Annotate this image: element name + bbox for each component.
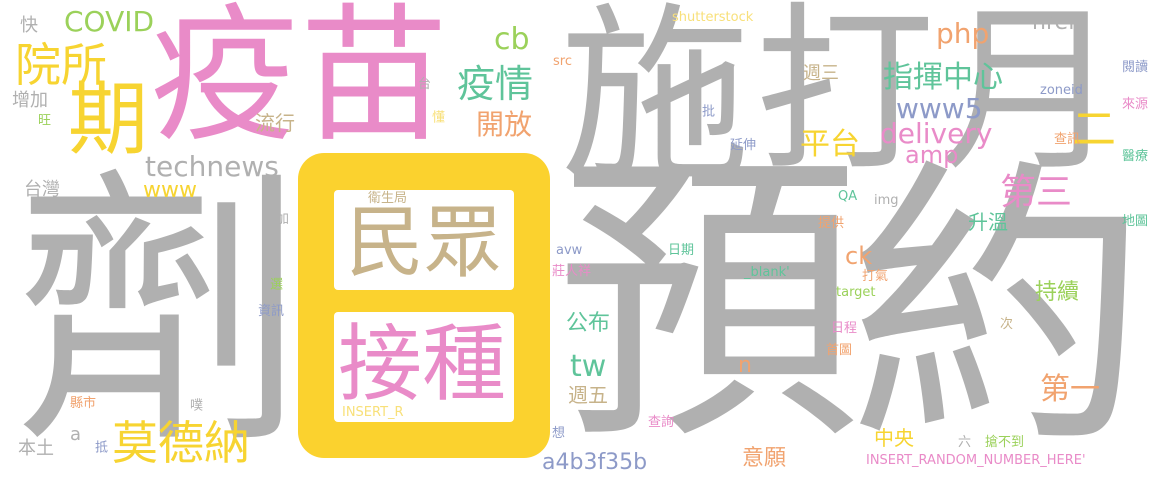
word-qa: QA xyxy=(838,189,858,204)
word-href: href xyxy=(1032,10,1076,35)
word-pi: 批 xyxy=(699,104,714,117)
word-di-arrive: 抵 xyxy=(92,440,107,453)
word-tigong: 提供 xyxy=(818,216,845,231)
word-yue: 約 xyxy=(848,135,1148,484)
word-richeng: 日程 xyxy=(831,321,858,336)
word-tai: 台 xyxy=(418,77,432,92)
word-xuan: 選 xyxy=(267,277,282,290)
word-www5: www5 xyxy=(896,92,983,125)
word-yi: 疫 xyxy=(150,0,298,162)
word-shi: 施 xyxy=(560,0,751,207)
word-yiqing: 疫情 xyxy=(457,62,534,106)
word-ri-frame-upper xyxy=(334,190,514,290)
word-pingtai: 平台 xyxy=(800,127,860,162)
word-avw: avw xyxy=(556,243,583,258)
word-target: target xyxy=(836,285,876,300)
word-jiezhong: 接種 xyxy=(338,315,507,413)
word-pu: 噗 xyxy=(187,398,202,411)
word-ci: 次 xyxy=(1000,317,1014,332)
word-tw: tw xyxy=(570,349,607,384)
word-chixu: 持續 xyxy=(1035,280,1080,305)
word-kaifang: 開放 xyxy=(476,108,533,141)
word-zhouwu: 週五 xyxy=(568,383,608,407)
word-shutterstock: shutterstock xyxy=(672,10,754,25)
word-dong: 懂 xyxy=(429,110,444,123)
word-n: n xyxy=(738,353,752,378)
word-ditu: 地圖 xyxy=(1122,214,1149,229)
word-php: php xyxy=(936,17,990,50)
word-daqi: 打氣 xyxy=(862,269,889,284)
word-zoneid: zoneid xyxy=(1040,83,1083,98)
word-yuansuo: 院所 xyxy=(15,38,107,92)
word-weishengju: 衛生局 xyxy=(368,191,408,206)
word-laiyuan: 來源 xyxy=(1122,97,1149,112)
word-zhuangrenxiang: 莊人祥 xyxy=(552,264,592,279)
word-ck: ck xyxy=(845,242,873,270)
word-ji: 劑 xyxy=(14,146,304,483)
word-liuxing: 流行 xyxy=(255,111,295,135)
word-modena: 莫德納 xyxy=(112,416,250,470)
word-insert-random: INSERT_RANDOM_NUMBER_HERE' xyxy=(866,453,1086,468)
word-zhousan: 週三 xyxy=(803,63,839,84)
word-zhongyang: 中央 xyxy=(874,426,914,450)
word-amp: amp xyxy=(905,141,959,169)
word-bentu: 本土 xyxy=(18,438,54,459)
word-www: www xyxy=(143,178,197,203)
word-yiliao: 醫療 xyxy=(1122,149,1149,164)
word-covid: COVID xyxy=(64,5,155,38)
word-technews: technews xyxy=(145,150,279,183)
word-zixun: 資訊 xyxy=(258,304,285,319)
word-wang: 旺 xyxy=(35,113,50,126)
word-cb: cb xyxy=(494,22,530,57)
word-gongbu: 公布 xyxy=(566,311,611,336)
word-a4b3f35b: a4b3f35b xyxy=(542,450,648,475)
word-ri: 日 xyxy=(0,0,1,1)
word-yiyuan: 意願 xyxy=(742,446,787,471)
word-zhuijia: 追加 xyxy=(263,212,290,227)
word-chaxun2: 查詢 xyxy=(648,415,675,430)
word-miao: 苗 xyxy=(300,0,448,162)
word-src: src xyxy=(553,54,572,69)
word-zhihui: 指揮中心 xyxy=(883,60,1003,95)
word-shoutu: 首圖 xyxy=(826,343,853,358)
word-yuedu: 閱讀 xyxy=(1122,60,1149,75)
word-ri-frame-lower xyxy=(334,312,514,422)
word-chaxun: 查訊 xyxy=(1054,132,1081,147)
word-zengjia: 增加 xyxy=(12,90,48,111)
word-qi: 期 xyxy=(68,73,148,166)
word-diyi: 第一 xyxy=(1040,372,1100,407)
word-img: img xyxy=(874,193,899,208)
word-yanshen: 延伸 xyxy=(730,138,757,153)
word-shengwen: 升溫 xyxy=(968,210,1008,234)
word-xianshi: 縣市 xyxy=(70,396,97,411)
word-riqi: 日期 xyxy=(668,243,695,258)
word-insert-r: INSERT_R xyxy=(342,405,404,420)
word-delivery: delivery xyxy=(880,117,993,150)
word-minzhong: 民眾 xyxy=(346,198,503,288)
word-kuai: 快 xyxy=(17,15,38,33)
word-liu: 六 xyxy=(958,435,972,450)
word-a: a xyxy=(70,424,82,445)
word-disan: 第三 xyxy=(1000,172,1073,213)
word-qiangbudao: 搶不到 xyxy=(985,435,1025,450)
word-xiang: 想 xyxy=(552,426,566,441)
word-yu: 預 xyxy=(556,125,861,480)
word-er: 二 xyxy=(1072,104,1116,155)
word-da: 打 xyxy=(755,0,936,196)
word-taiwan: 台灣 xyxy=(24,179,60,200)
word-blank: _blank' xyxy=(744,265,790,280)
word-month: 月 xyxy=(940,0,1121,196)
